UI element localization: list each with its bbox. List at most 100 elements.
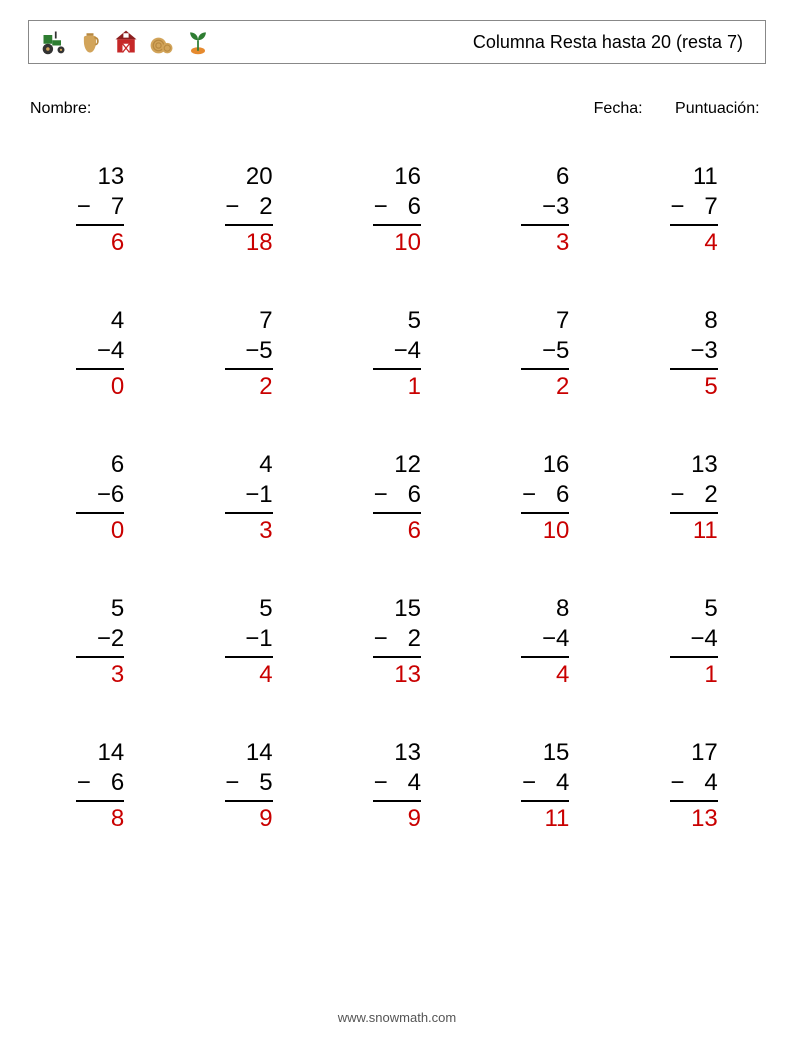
minuend: 15 [521, 738, 569, 768]
subtrahend-row: −5 [521, 336, 569, 370]
subtrahend: 1 [259, 481, 272, 508]
problem: 13− 49 [333, 738, 461, 834]
answer: 13 [373, 658, 421, 690]
minus-sign: − [225, 193, 239, 220]
answer: 5 [670, 370, 718, 402]
subtrahend-row: −4 [670, 624, 718, 658]
answer: 2 [225, 370, 273, 402]
minus-sign: − [374, 193, 388, 220]
answer: 0 [76, 370, 124, 402]
minus-sign: − [97, 337, 111, 364]
problem: 16− 610 [481, 450, 609, 546]
worksheet-page: Columna Resta hasta 20 (resta 7) Nombre:… [0, 0, 794, 1053]
minus-sign: − [522, 769, 536, 796]
problems-grid: 13− 7620− 21816− 6106−3311− 744−407−525−… [28, 162, 766, 834]
subtrahend: 2 [704, 481, 717, 508]
subtrahend-row: −1 [225, 624, 273, 658]
date-label: Fecha: [594, 100, 643, 117]
subtrahend-row: − 4 [670, 768, 718, 802]
subtrahend-row: −4 [521, 624, 569, 658]
minuend: 16 [521, 450, 569, 480]
minuend: 8 [670, 306, 718, 336]
minuend: 7 [521, 306, 569, 336]
answer: 4 [521, 658, 569, 690]
subtrahend-row: − 7 [670, 192, 718, 226]
subtrahend-row: −2 [76, 624, 124, 658]
problem: 5−23 [36, 594, 164, 690]
answer: 11 [670, 514, 718, 546]
answer: 1 [373, 370, 421, 402]
subtrahend-row: −3 [670, 336, 718, 370]
subtrahend-row: − 6 [373, 192, 421, 226]
minuend: 4 [76, 306, 124, 336]
minuend: 16 [373, 162, 421, 192]
subtrahend: 4 [408, 337, 421, 364]
problem: 14− 68 [36, 738, 164, 834]
problem: 5−41 [630, 594, 758, 690]
answer: 10 [521, 514, 569, 546]
minuend: 7 [225, 306, 273, 336]
subtrahend: 5 [556, 337, 569, 364]
subtrahend-row: −4 [76, 336, 124, 370]
minuend: 5 [76, 594, 124, 624]
subtrahend: 4 [556, 625, 569, 652]
subtrahend-row: − 2 [373, 624, 421, 658]
problem: 4−40 [36, 306, 164, 402]
subtrahend-row: − 5 [225, 768, 273, 802]
subtrahend: 5 [259, 769, 272, 796]
subtrahend: 4 [704, 625, 717, 652]
subtrahend: 7 [111, 193, 124, 220]
subtrahend: 6 [408, 481, 421, 508]
subtrahend: 4 [408, 769, 421, 796]
subtrahend-row: −1 [225, 480, 273, 514]
minus-sign: − [245, 625, 259, 652]
subtrahend: 5 [259, 337, 272, 364]
subtrahend: 4 [556, 769, 569, 796]
answer: 9 [373, 802, 421, 834]
minus-sign: − [542, 193, 556, 220]
answer: 3 [225, 514, 273, 546]
minuend: 17 [670, 738, 718, 768]
minuend: 12 [373, 450, 421, 480]
answer: 3 [521, 226, 569, 258]
minus-sign: − [374, 769, 388, 796]
answer: 18 [225, 226, 273, 258]
minuend: 6 [76, 450, 124, 480]
subtrahend: 2 [111, 625, 124, 652]
subtrahend: 6 [556, 481, 569, 508]
score-field: Puntuación: [675, 100, 764, 118]
minuend: 13 [373, 738, 421, 768]
subtrahend-row: − 2 [225, 192, 273, 226]
minuend: 13 [670, 450, 718, 480]
minus-sign: − [670, 193, 684, 220]
problem: 5−41 [333, 306, 461, 402]
subtrahend: 6 [111, 481, 124, 508]
problem: 8−35 [630, 306, 758, 402]
minuend: 20 [225, 162, 273, 192]
minus-sign: − [97, 481, 111, 508]
subtrahend-row: −5 [225, 336, 273, 370]
minus-sign: − [690, 337, 704, 364]
subtrahend: 6 [408, 193, 421, 220]
answer: 11 [521, 802, 569, 834]
subtrahend: 2 [259, 193, 272, 220]
subtrahend: 6 [111, 769, 124, 796]
subtrahend: 4 [704, 769, 717, 796]
subtrahend: 7 [704, 193, 717, 220]
problem: 13− 76 [36, 162, 164, 258]
date-field: Fecha: [594, 100, 647, 118]
answer: 10 [373, 226, 421, 258]
minus-sign: − [670, 769, 684, 796]
subtrahend-row: − 4 [373, 768, 421, 802]
answer: 13 [670, 802, 718, 834]
problem: 15− 213 [333, 594, 461, 690]
problem: 13− 211 [630, 450, 758, 546]
subtrahend-row: − 7 [76, 192, 124, 226]
answer: 6 [76, 226, 124, 258]
answer: 6 [373, 514, 421, 546]
answer: 3 [76, 658, 124, 690]
subtrahend-row: −4 [373, 336, 421, 370]
problem: 14− 59 [184, 738, 312, 834]
subtrahend-row: − 6 [521, 480, 569, 514]
barn-icon [111, 27, 141, 57]
